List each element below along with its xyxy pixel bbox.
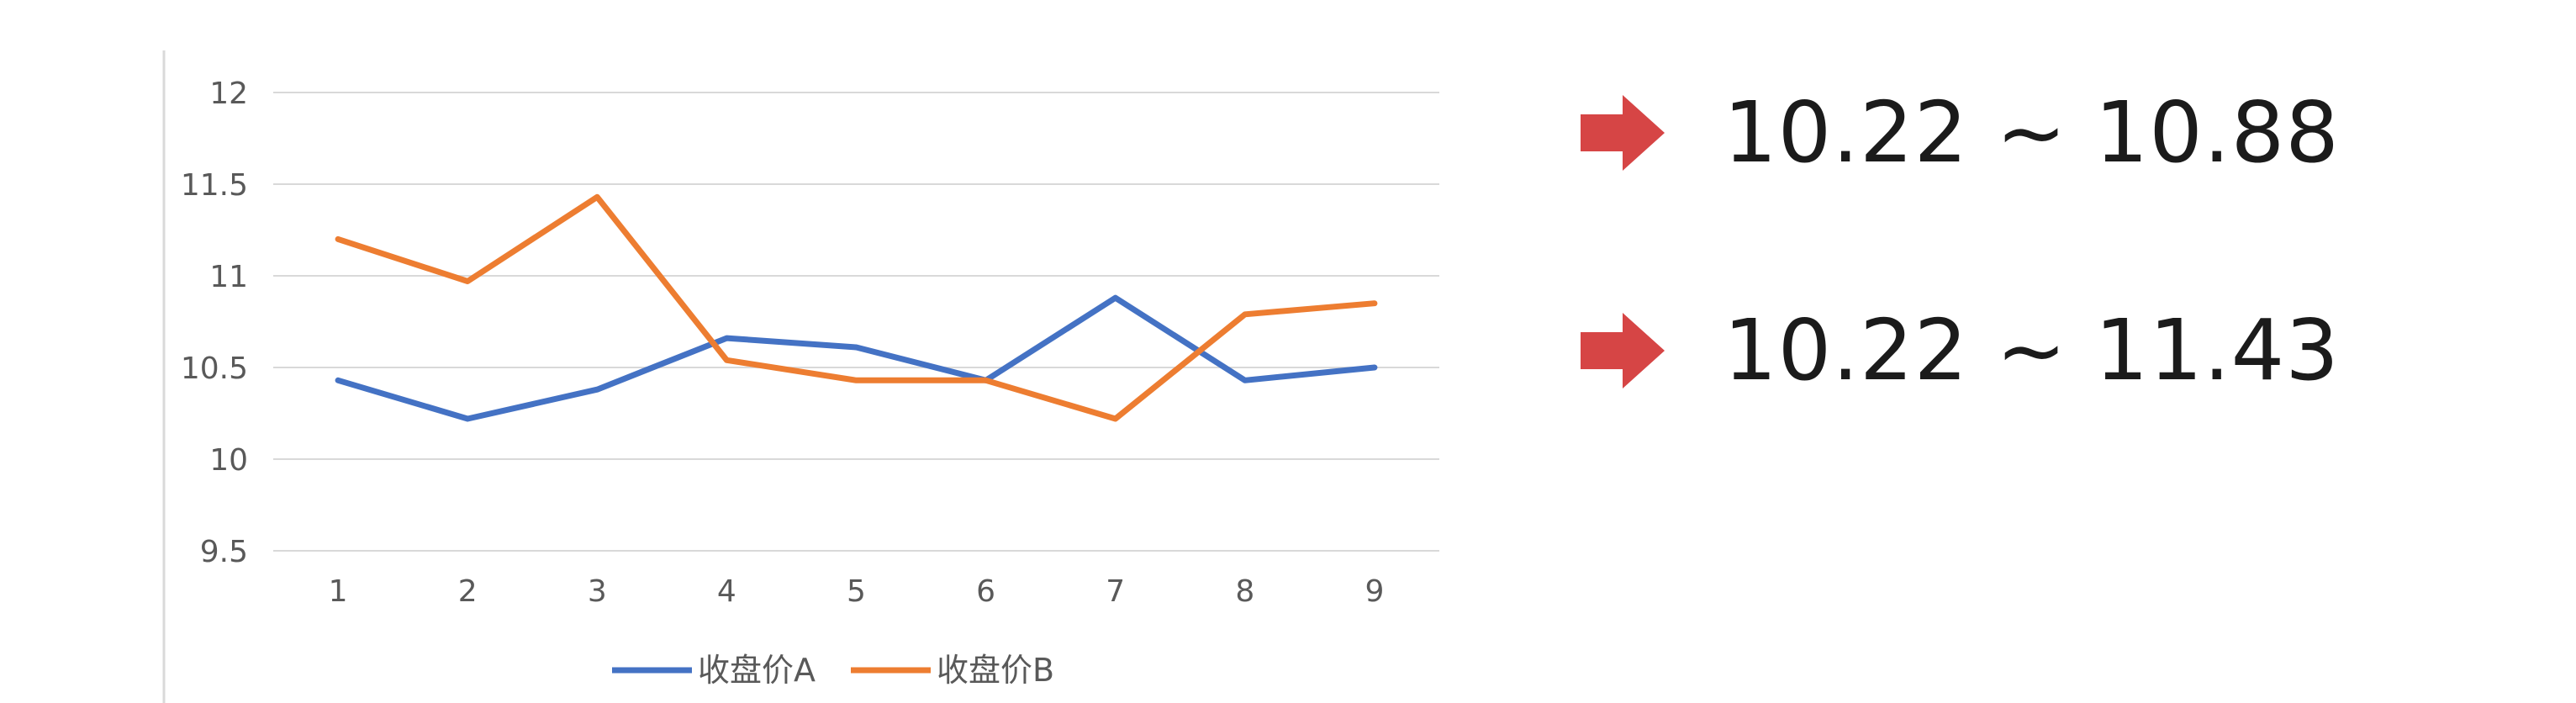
- range-row-a: 10.22 ~ 10.88: [1581, 87, 2340, 179]
- x-tick-label: 4: [717, 574, 736, 609]
- y-tick-label: 11.5: [181, 168, 248, 203]
- right-arrow-icon: [1581, 313, 1665, 388]
- gridlines: [273, 92, 1439, 552]
- x-tick-label: 5: [847, 574, 866, 609]
- x-tick-label: 7: [1106, 574, 1125, 609]
- range-label-a: 10.22 ~ 10.88: [1723, 83, 2340, 182]
- x-tick-label: 2: [458, 574, 478, 609]
- y-tick-label: 10: [209, 443, 248, 478]
- x-tick-label: 3: [588, 574, 607, 609]
- x-tick-label: 9: [1365, 574, 1384, 609]
- x-tick-label: 8: [1235, 574, 1254, 609]
- legend-label: 收盘价B: [937, 652, 1054, 689]
- right-arrow-icon: [1581, 95, 1665, 171]
- series-line-1: [335, 294, 1378, 422]
- x-tick-label: 1: [329, 574, 348, 609]
- y-tick-label: 10.5: [181, 352, 248, 386]
- legend: 收盘价A 收盘价B: [612, 652, 1054, 689]
- range-row-b: 10.22 ~ 11.43: [1581, 304, 2340, 397]
- x-tick-label: 6: [976, 574, 995, 609]
- legend-label: 收盘价A: [698, 652, 816, 689]
- series-lines: [335, 193, 1378, 422]
- y-tick-label: 12: [209, 77, 248, 111]
- range-label-b: 10.22 ~ 11.43: [1723, 301, 2340, 399]
- y-tick-label: 9.5: [200, 535, 248, 569]
- y-tick-label: 11: [209, 260, 248, 294]
- x-axis-ticks: 1 2 3 4 5 6 7 8 9: [329, 574, 1385, 609]
- y-axis-ticks: 9.5 10 10.5 11 11.5 12: [181, 77, 248, 569]
- series-line-2: [335, 193, 1378, 422]
